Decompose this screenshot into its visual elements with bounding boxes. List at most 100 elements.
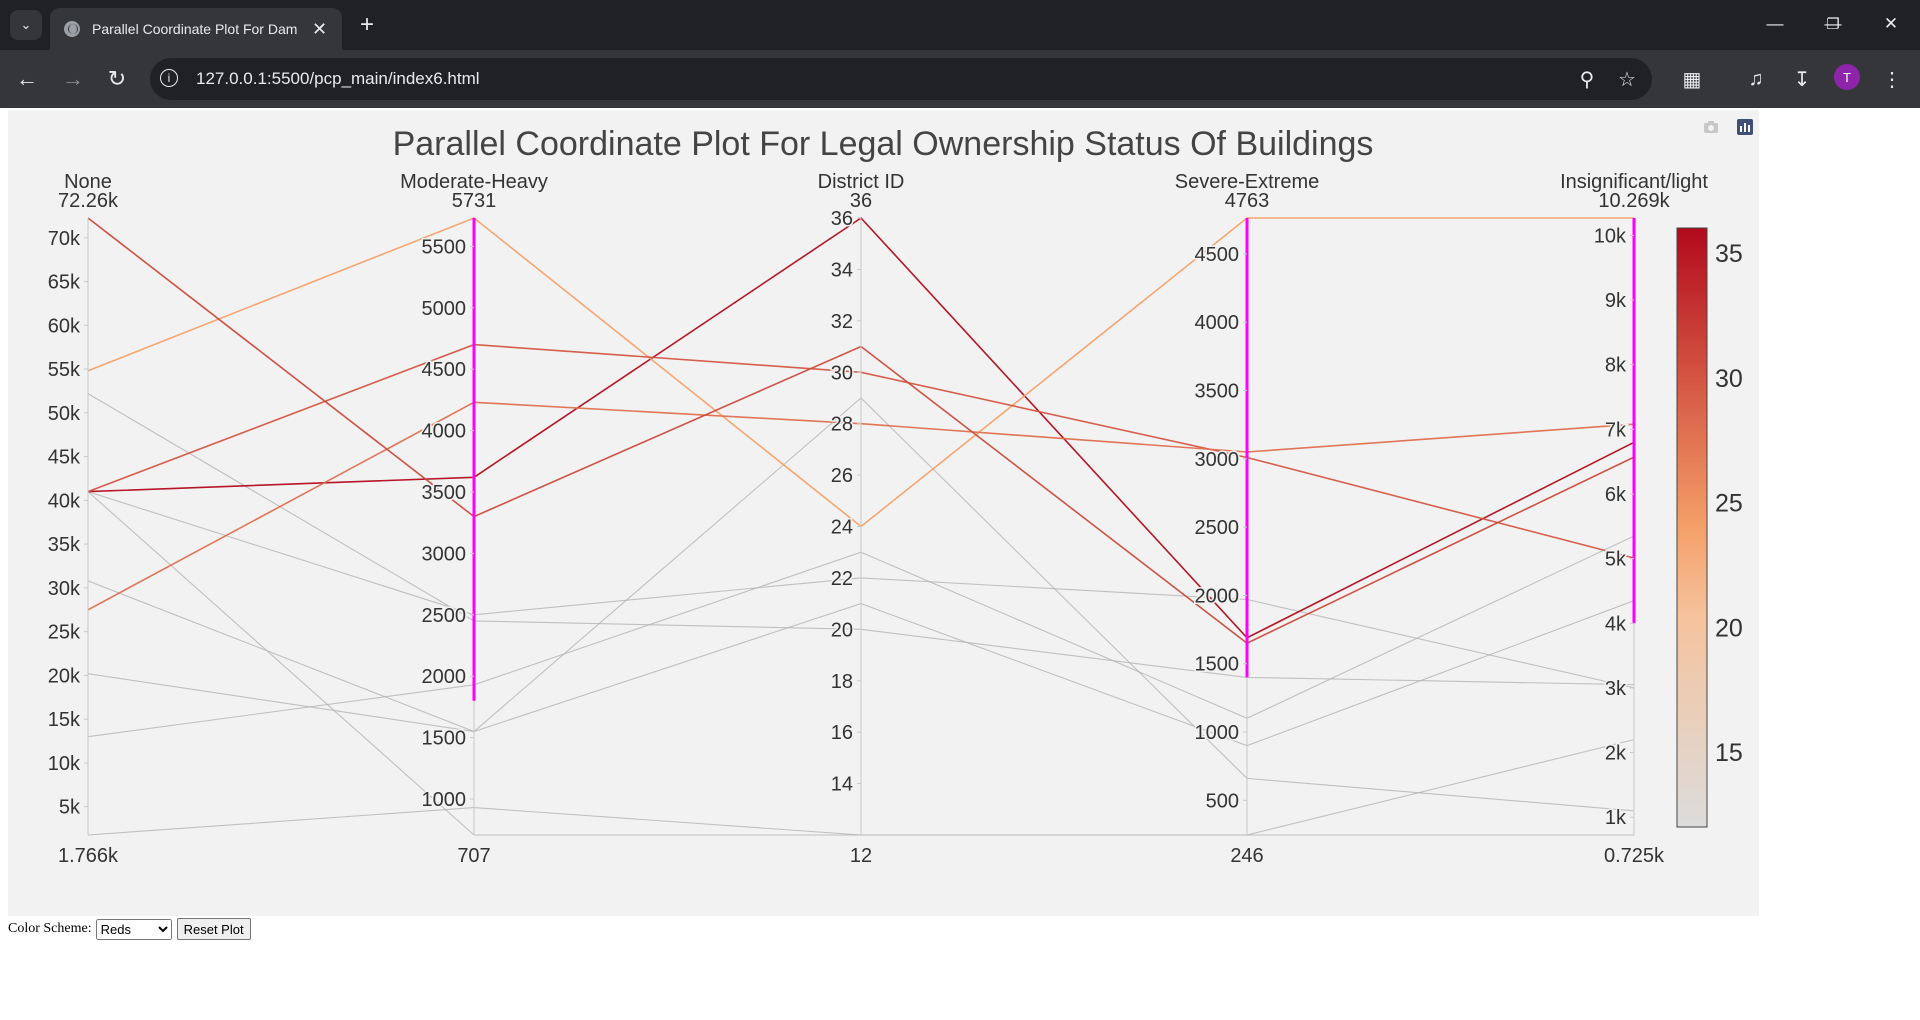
axis-max-label: 4763 bbox=[1225, 190, 1270, 212]
tick-label: 3k bbox=[1605, 678, 1627, 700]
tick-label: 15k bbox=[48, 709, 81, 731]
bookmark-star-icon[interactable]: ☆ bbox=[1618, 68, 1636, 91]
tick-label: 8k bbox=[1605, 355, 1627, 377]
new-tab-button[interactable]: + bbox=[359, 11, 374, 38]
back-button[interactable]: ← bbox=[16, 66, 38, 91]
tick-label: 5k bbox=[1605, 549, 1627, 571]
tick-label: 3500 bbox=[1195, 381, 1240, 403]
colorbar-tick-label: 20 bbox=[1715, 614, 1743, 642]
axis-min-label: 1.766k bbox=[58, 845, 119, 867]
tick-label: 28 bbox=[831, 414, 853, 436]
tick-label: 16 bbox=[831, 722, 853, 744]
camera-icon[interactable] bbox=[1702, 118, 1720, 136]
media-controls-icon[interactable]: ♫ bbox=[1748, 67, 1764, 90]
axis-min-label: 0.725k bbox=[1604, 845, 1665, 867]
restore-window-button[interactable]: ❐ bbox=[1826, 16, 1840, 33]
tick-label: 24 bbox=[831, 517, 853, 539]
axis-max-label: 36 bbox=[850, 190, 872, 212]
tick-label: 1500 bbox=[422, 728, 467, 750]
tick-label: 65k bbox=[48, 272, 81, 294]
minimize-window-button[interactable]: — bbox=[1766, 14, 1784, 33]
tick-label: 55k bbox=[48, 359, 81, 381]
tick-label: 34 bbox=[831, 259, 853, 281]
axis-max-label: 5731 bbox=[452, 190, 497, 212]
colorbar-tick-label: 25 bbox=[1715, 490, 1743, 518]
axes: 5k 10k 15k 20k 25k 30k 35k 40k 45k 50k 55k 60k 65k 70… bbox=[46, 171, 1708, 867]
site-info-icon[interactable]: i bbox=[160, 69, 178, 87]
tab-strip: ⌄ Parallel Coordinate Plot For Dam ✕ + — bbox=[0, 0, 1920, 50]
tick-label: 500 bbox=[1206, 790, 1239, 812]
close-tab-icon[interactable]: ✕ bbox=[312, 18, 328, 39]
colorbar: 15 20 25 30 35 bbox=[1676, 227, 1743, 828]
tick-label: 6k bbox=[1605, 484, 1627, 506]
tick-label: 2000 bbox=[422, 666, 467, 688]
reset-plot-button[interactable]: Reset Plot bbox=[176, 918, 251, 940]
plotly-logo-icon[interactable] bbox=[1736, 118, 1754, 136]
tick-label: 5k bbox=[59, 797, 81, 819]
tick-label: 25k bbox=[48, 622, 81, 644]
axis-title[interactable]: Insignificant/light bbox=[1560, 171, 1708, 193]
tick-label: 2500 bbox=[1195, 517, 1240, 539]
downloads-icon[interactable]: ↧ bbox=[1793, 68, 1811, 91]
tick-label: 1000 bbox=[1195, 722, 1240, 744]
colorbar-tick-label: 15 bbox=[1715, 739, 1743, 767]
profile-avatar[interactable]: T bbox=[1834, 64, 1860, 90]
axis-min-label: 12 bbox=[850, 845, 872, 867]
more-menu-icon[interactable]: ⋮ bbox=[1882, 68, 1902, 91]
close-window-button[interactable]: ✕ bbox=[1883, 14, 1899, 33]
parallel-coordinates-plot: Parallel Coordinate Plot For Legal Owner… bbox=[8, 110, 1759, 916]
axis-min-label: 707 bbox=[457, 845, 490, 867]
browser-tab[interactable]: Parallel Coordinate Plot For Dam ✕ bbox=[50, 8, 342, 50]
tick-label: 35k bbox=[48, 534, 81, 556]
tick-label: 4000 bbox=[1195, 312, 1240, 334]
chart-title: Parallel Coordinate Plot For Legal Owner… bbox=[393, 125, 1374, 163]
tick-label: 18 bbox=[831, 671, 853, 693]
colorbar-gradient bbox=[1676, 227, 1708, 828]
color-scheme-label: Color Scheme: bbox=[8, 921, 92, 936]
axis-min-label: 246 bbox=[1230, 845, 1263, 867]
url-text[interactable]: 127.0.0.1:5500/pcp_main/index6.html bbox=[196, 69, 480, 88]
tick-label: 3000 bbox=[422, 543, 467, 565]
controls-bar: Color Scheme: Reds Reset Plot bbox=[8, 918, 251, 940]
tick-label: 20k bbox=[48, 665, 81, 687]
forward-button[interactable]: → bbox=[62, 66, 84, 91]
tick-label: 30k bbox=[48, 578, 81, 600]
tab-title: Parallel Coordinate Plot For Dam bbox=[92, 21, 298, 37]
tick-label: 26 bbox=[831, 465, 853, 487]
address-bar[interactable]: i 127.0.0.1:5500/pcp_main/index6.html ⚲ … bbox=[150, 58, 1652, 100]
axis-title[interactable]: None bbox=[64, 171, 112, 193]
extensions-icon[interactable]: ▦ bbox=[1682, 68, 1702, 91]
tick-label: 45k bbox=[48, 447, 81, 469]
tick-label: 2k bbox=[1605, 743, 1627, 765]
axis-max-label: 72.26k bbox=[58, 190, 119, 212]
tick-label: 7k bbox=[1605, 419, 1627, 441]
tick-label: 10k bbox=[48, 753, 81, 775]
axis-title[interactable]: Moderate-Heavy bbox=[400, 171, 548, 193]
tick-label: 4k bbox=[1605, 613, 1627, 635]
tick-label: 4500 bbox=[422, 359, 467, 381]
tick-label: 1500 bbox=[1195, 654, 1240, 676]
tick-label: 40k bbox=[48, 490, 81, 512]
tick-label: 60k bbox=[48, 315, 81, 337]
tick-label: 4000 bbox=[422, 421, 467, 443]
tick-label: 4500 bbox=[1195, 244, 1240, 266]
browser-toolbar: ← → ↻ i 127.0.0.1:5500/pcp_main/index6.h… bbox=[0, 50, 1920, 108]
tick-label: 32 bbox=[831, 311, 853, 333]
minimize-button[interactable]: — bbox=[1824, 14, 1842, 33]
tick-label: 2500 bbox=[422, 605, 467, 627]
tab-search-button[interactable]: ⌄ bbox=[10, 10, 42, 40]
tick-label: 9k bbox=[1605, 290, 1627, 312]
axis-title[interactable]: District ID bbox=[818, 171, 905, 193]
zoom-icon[interactable]: ⚲ bbox=[1579, 68, 1595, 91]
axis-title[interactable]: Severe-Extreme bbox=[1175, 171, 1320, 193]
globe-icon bbox=[64, 21, 80, 37]
chevron-down-icon: ⌄ bbox=[20, 17, 32, 32]
reload-button[interactable]: ↻ bbox=[107, 66, 127, 91]
tick-label: 1000 bbox=[422, 789, 467, 811]
tick-label: 20 bbox=[831, 619, 853, 641]
tick-label: 5000 bbox=[422, 298, 467, 320]
color-scheme-select[interactable]: Reds bbox=[95, 918, 172, 940]
tick-label: 70k bbox=[48, 228, 81, 250]
colorbar-tick-label: 30 bbox=[1715, 365, 1743, 393]
tick-label: 3000 bbox=[1195, 449, 1240, 471]
